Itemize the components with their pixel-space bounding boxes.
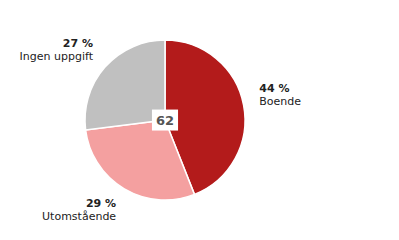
slice-label: 27 %Ingen uppgift — [20, 37, 94, 63]
center-label: 62 — [156, 113, 174, 128]
slice-label: 29 %Utomstående — [42, 197, 116, 223]
slice-value-label: 44 % — [259, 82, 289, 95]
slice-category-label: Utomstående — [42, 210, 116, 223]
center-label-box — [152, 110, 178, 131]
slice-category-label: Boende — [259, 95, 301, 108]
chart: 44 %Boende 29 %Utomstående 27 %Ingen uppgi… — [0, 0, 399, 240]
pie-slice — [86, 120, 195, 200]
pie — [85, 40, 245, 200]
center-annotation: 62 — [152, 110, 178, 131]
slice-label: 44 %Boende — [259, 82, 301, 108]
slice-value-label: 27 % — [63, 37, 93, 50]
slice-value-label: 29 % — [86, 197, 116, 210]
slice-labels: 44 %Boende 29 %Utomstående 27 %Ingen uppgi… — [20, 37, 302, 223]
slice-category-label: Ingen uppgift — [20, 50, 94, 63]
